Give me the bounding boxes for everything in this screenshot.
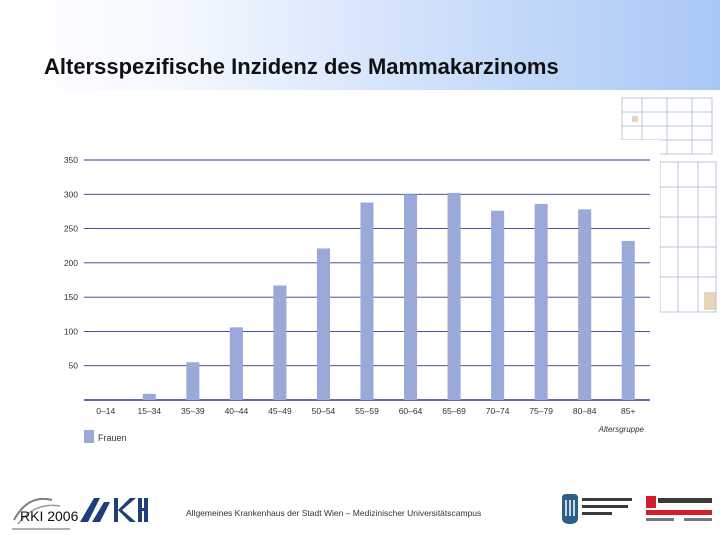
- y-tick-label: 200: [64, 258, 78, 268]
- quality-austria-logo: [646, 496, 712, 521]
- y-tick-label: 50: [69, 361, 79, 371]
- bar-75–79: [534, 203, 548, 400]
- x-tick-label: 60–64: [399, 406, 423, 416]
- bar-65–69: [447, 192, 461, 400]
- bar-35–39: [186, 362, 200, 400]
- akh-logo: [80, 498, 148, 522]
- x-tick-label: 55–59: [355, 406, 379, 416]
- bar-85+: [621, 240, 635, 400]
- x-tick-label: 70–74: [486, 406, 510, 416]
- x-tick-label: 45–49: [268, 406, 292, 416]
- bar-40–44: [229, 327, 243, 400]
- x-tick-label: 35–39: [181, 406, 205, 416]
- x-tick-label: 15–34: [137, 406, 161, 416]
- page-title: Altersspezifische Inzidenz des Mammakarz…: [44, 54, 559, 79]
- legend-swatch: [84, 430, 94, 443]
- title-bar: Altersspezifische Inzidenz des Mammakarz…: [0, 0, 720, 90]
- legend-label: Frauen: [98, 433, 127, 443]
- bar-50–54: [316, 248, 330, 400]
- y-tick-label: 250: [64, 224, 78, 234]
- footer: RKI 2006 Allgemeines Krankenhaus der Sta…: [0, 478, 720, 540]
- bar-70–74: [491, 210, 505, 400]
- bar-55–59: [360, 202, 374, 400]
- source-label: RKI 2006: [20, 508, 79, 524]
- x-axis-label: Altersgruppe: [598, 425, 645, 434]
- y-tick-label: 150: [64, 292, 78, 302]
- meduni-logo: [562, 494, 632, 524]
- y-tick-label: 300: [64, 189, 78, 199]
- x-tick-label: 50–54: [312, 406, 336, 416]
- institution-text: Allgemeines Krankenhaus der Stadt Wien –…: [186, 508, 482, 518]
- x-tick-label: 40–44: [225, 406, 249, 416]
- chart-canvas: 50 100 150 200 250 300 350 0–14 15–34 35–39 40–44 4…: [64, 155, 650, 443]
- y-tick-label: 350: [64, 155, 78, 165]
- x-tick-label: 75–79: [529, 406, 553, 416]
- bar-15–34: [142, 393, 156, 400]
- bar-80–84: [578, 209, 592, 400]
- x-tick-label: 85+: [621, 406, 635, 416]
- x-tick-label: 0–14: [96, 406, 115, 416]
- y-tick-label: 100: [64, 326, 78, 336]
- incidence-bar-chart: 50 100 150 200 250 300 350 0–14 15–34 35–39 40–44 4…: [40, 140, 660, 460]
- bar-60–64: [404, 194, 418, 400]
- x-tick-label: 65–69: [442, 406, 466, 416]
- x-tick-label: 80–84: [573, 406, 597, 416]
- clinic-logo: [12, 498, 70, 530]
- bar-45–49: [273, 285, 287, 400]
